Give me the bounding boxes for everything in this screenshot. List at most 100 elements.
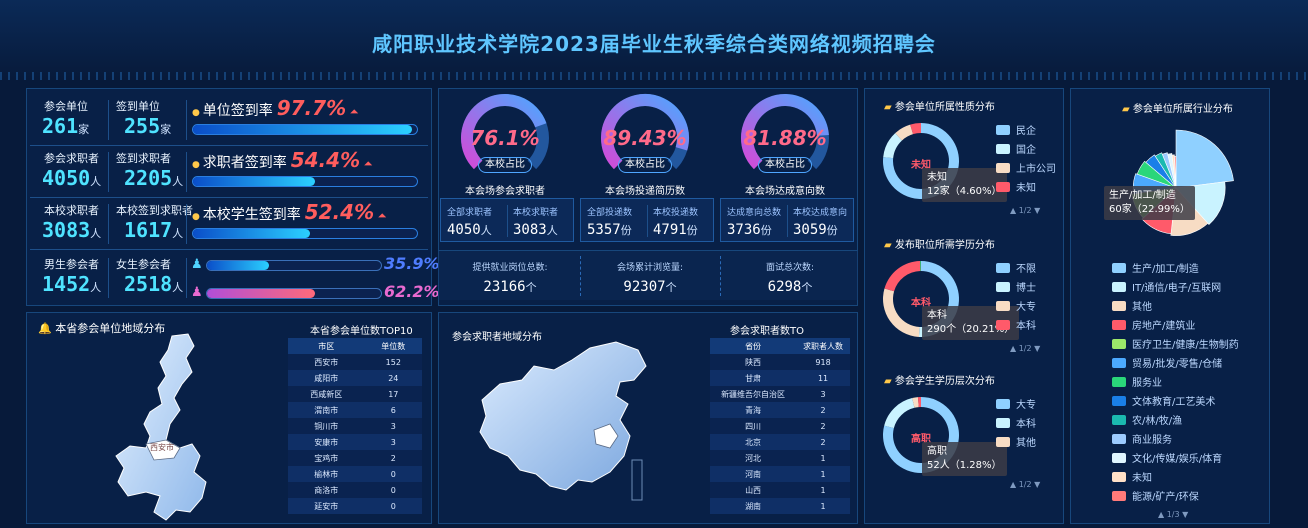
legend-swatch: [1112, 300, 1126, 311]
legend-label: 文体教育/工艺美术: [1132, 397, 1216, 408]
donut-chart[interactable]: [876, 116, 966, 206]
legend-item[interactable]: 本科: [996, 315, 1036, 334]
legend-item[interactable]: 未知: [1112, 467, 1239, 486]
legend-swatch: [1112, 281, 1126, 292]
gauge-a-label: 全部求职者: [447, 208, 493, 218]
gauge-title: 本会场投递简历数: [605, 186, 685, 197]
legend-item[interactable]: 农/林/牧/渔: [1112, 410, 1239, 429]
industry-slice[interactable]: [1145, 154, 1177, 189]
china-map[interactable]: [470, 340, 670, 508]
legend-item[interactable]: 能源/矿产/环保: [1112, 486, 1239, 505]
donut-slice[interactable]: [920, 261, 921, 272]
legend-item[interactable]: 商业服务: [1112, 429, 1239, 448]
male-icon: ♟: [191, 257, 203, 272]
legend-item[interactable]: 大专: [996, 296, 1036, 315]
legend-item[interactable]: 房地产/建筑业: [1112, 315, 1239, 334]
table-row[interactable]: 青海 2: [710, 402, 850, 418]
legend-item[interactable]: 其他: [996, 432, 1036, 451]
legend-item[interactable]: 贸易/批发/零售/仓储: [1112, 353, 1239, 372]
legend-item[interactable]: 医疗卫生/健康/生物制药: [1112, 334, 1239, 353]
table-row[interactable]: 陕西 918: [710, 354, 850, 370]
shaanxi-map[interactable]: [110, 332, 230, 524]
legend-swatch: [1112, 262, 1126, 273]
table-cell: 1: [796, 450, 850, 466]
gauge-detail-divider: [507, 205, 508, 237]
legend-item[interactable]: 文体教育/工艺美术: [1112, 391, 1239, 410]
legend-item[interactable]: 其他: [1112, 296, 1239, 315]
industry-slice[interactable]: [1136, 160, 1177, 189]
gauge-ring: [741, 94, 829, 170]
table-row[interactable]: 湖南 1: [710, 498, 850, 514]
legend-item[interactable]: 文化/传媒/娱乐/体育: [1112, 448, 1239, 467]
table-row[interactable]: 河北 1: [710, 450, 850, 466]
donut-slice[interactable]: [895, 124, 914, 141]
legend-item[interactable]: 博士: [996, 277, 1036, 296]
industry-slice[interactable]: [1175, 129, 1234, 189]
legend-label: 农/林/牧/渔: [1132, 416, 1183, 427]
donut-slice[interactable]: [917, 397, 921, 408]
legend-item[interactable]: IT/通信/电子/互联网: [1112, 277, 1239, 296]
stat-right-label: 女生参会者: [116, 258, 171, 271]
gauge-title: 本会场参会求职者: [465, 186, 545, 197]
table-cell: 河南: [710, 466, 797, 482]
legend-pager[interactable]: ▲ 1/2 ▼: [1010, 206, 1041, 215]
table-row[interactable]: 渭南市 6: [288, 402, 422, 418]
table-row[interactable]: 安康市 3: [288, 434, 422, 450]
donut-slice[interactable]: [884, 398, 915, 429]
legend-item[interactable]: 民企: [996, 120, 1056, 139]
table-row[interactable]: 山西 1: [710, 482, 850, 498]
industry-slice[interactable]: [1174, 156, 1177, 189]
legend-label: 能源/矿产/环保: [1132, 492, 1199, 503]
stat-row: 参会单位 261家 签到单位 255家 ● 单位签到率 97.7% ⏶: [30, 96, 430, 146]
stat-right-label: 本校签到求职者: [116, 204, 193, 217]
legend-item[interactable]: 本科: [996, 413, 1036, 432]
stat-right-value: 1617人: [124, 218, 184, 242]
table-cell: 宝鸡市: [288, 450, 365, 466]
table-row[interactable]: 北京 2: [710, 434, 850, 450]
industry-slice[interactable]: [1154, 152, 1177, 189]
legend-pager[interactable]: ▲ 1/2 ▼: [1010, 480, 1041, 489]
donut-slice[interactable]: [910, 123, 921, 135]
donut-legend[interactable]: 大专 本科 其他: [996, 394, 1036, 451]
table-row[interactable]: 新疆维吾尔自治区 3: [710, 386, 850, 402]
legend-item[interactable]: 国企: [996, 139, 1056, 158]
donut-legend[interactable]: 民企 国企 上市公司 未知: [996, 120, 1056, 196]
stat-right-value: 255家: [124, 114, 172, 138]
legend-item[interactable]: 生产/加工/制造: [1112, 258, 1239, 277]
donut-legend[interactable]: 不限 博士 大专本科: [996, 258, 1036, 334]
donut-chart[interactable]: [876, 390, 966, 480]
legend-swatch: [996, 319, 1010, 330]
legend-pager[interactable]: ▲ 1/2 ▼: [1010, 344, 1041, 353]
donut-slice[interactable]: [912, 397, 919, 408]
stat-right-value: 2518人: [124, 272, 184, 296]
legend-item[interactable]: 上市公司: [996, 158, 1056, 177]
table-row[interactable]: 河南 1: [710, 466, 850, 482]
legend-item[interactable]: 服务业: [1112, 372, 1239, 391]
table-row[interactable]: 四川 2: [710, 418, 850, 434]
table-cell: 3: [364, 418, 422, 434]
table-row[interactable]: 西咸新区 17: [288, 386, 422, 402]
table-row[interactable]: 咸阳市 24: [288, 370, 422, 386]
industry-slice[interactable]: [1171, 154, 1177, 189]
legend-item[interactable]: 不限: [996, 258, 1036, 277]
table-row[interactable]: 商洛市 0: [288, 482, 422, 498]
industry-slice[interactable]: [1167, 153, 1177, 189]
industry-pager[interactable]: ▲ 1/3 ▼: [1158, 510, 1189, 519]
gauge-value: 76.1%: [470, 126, 540, 150]
table-row[interactable]: 甘肃 11: [710, 370, 850, 386]
table-row[interactable]: 宝鸡市 2: [288, 450, 422, 466]
donut-slice[interactable]: [884, 261, 921, 292]
legend-item[interactable]: 大专: [996, 394, 1036, 413]
table-row[interactable]: 延安市 0: [288, 498, 422, 514]
donut-slice[interactable]: [883, 133, 902, 159]
industry-legend[interactable]: 生产/加工/制造 IT/通信/电子/互联网其他房地产/建筑业 医疗卫生/健康/生物制…: [1112, 258, 1239, 505]
table-cell: 24: [364, 370, 422, 386]
legend-label: 本科: [1016, 321, 1036, 332]
table-row[interactable]: 铜川市 3: [288, 418, 422, 434]
table-row[interactable]: 榆林市 0: [288, 466, 422, 482]
legend-label: 其他: [1132, 302, 1152, 313]
donut-slice[interactable]: [883, 288, 920, 337]
table-row[interactable]: 西安市 152: [288, 354, 422, 370]
industry-slice[interactable]: [1161, 152, 1177, 189]
legend-item[interactable]: 未知: [996, 177, 1056, 196]
